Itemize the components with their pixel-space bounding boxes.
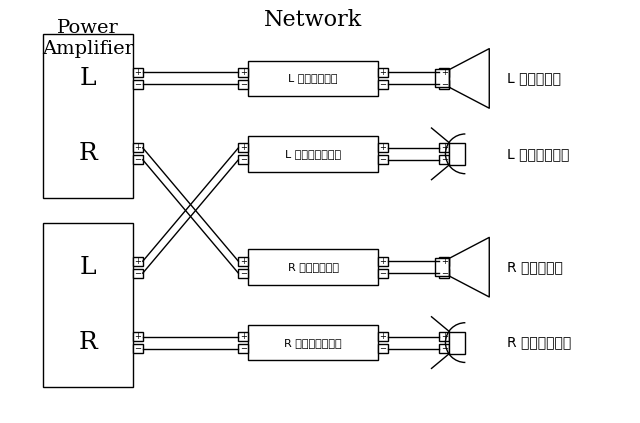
Text: R ウーファー: R ウーファー [507, 260, 563, 274]
Bar [378, 257, 388, 266]
Text: −: − [134, 80, 141, 89]
Bar [133, 80, 143, 89]
Text: −: − [240, 155, 247, 164]
Text: −: − [441, 344, 448, 353]
Bar [133, 269, 143, 277]
Text: R: R [79, 142, 97, 165]
Text: +: + [240, 68, 247, 77]
Bar [44, 223, 133, 387]
Text: +: + [441, 257, 448, 266]
Bar [133, 155, 143, 164]
Text: −: − [441, 269, 448, 277]
Text: R トゥイーター用: R トゥイーター用 [284, 338, 342, 348]
Bar [435, 69, 449, 88]
Bar [440, 332, 449, 341]
Text: R ウーファー用: R ウーファー用 [287, 262, 339, 272]
Text: L ウーファー用: L ウーファー用 [288, 74, 338, 83]
Text: −: − [134, 269, 141, 277]
Bar [440, 344, 449, 353]
Bar [378, 269, 388, 277]
Text: +: + [240, 332, 247, 341]
Text: L: L [80, 67, 97, 90]
Text: L: L [80, 255, 97, 279]
Text: −: − [441, 80, 448, 89]
Text: L ウーファー: L ウーファー [507, 71, 561, 85]
Bar [378, 332, 388, 341]
Text: +: + [441, 332, 448, 341]
Text: −: − [240, 269, 247, 277]
Bar [440, 269, 449, 277]
Text: Network: Network [264, 9, 362, 31]
Bar [440, 155, 449, 164]
Bar [238, 143, 248, 152]
Text: +: + [380, 257, 386, 266]
Text: L トゥイーター用: L トゥイーター用 [285, 149, 341, 159]
Text: −: − [240, 344, 247, 353]
Bar [449, 143, 465, 165]
Text: −: − [380, 344, 386, 353]
Text: +: + [380, 143, 386, 152]
Bar [378, 68, 388, 77]
Text: −: − [134, 344, 141, 353]
Bar [238, 257, 248, 266]
Bar [378, 155, 388, 164]
Bar [449, 332, 465, 354]
Bar [133, 344, 143, 353]
Text: Power
Amplifier: Power Amplifier [42, 19, 134, 58]
Text: −: − [134, 155, 141, 164]
Bar [248, 60, 378, 96]
Text: +: + [240, 257, 247, 266]
Text: +: + [441, 143, 448, 152]
Text: +: + [380, 332, 386, 341]
Bar [238, 155, 248, 164]
Bar [248, 136, 378, 172]
Text: −: − [380, 155, 386, 164]
Bar [238, 344, 248, 353]
Bar [378, 143, 388, 152]
Bar [248, 249, 378, 285]
Bar [238, 269, 248, 277]
Text: +: + [380, 68, 386, 77]
Bar [238, 332, 248, 341]
Bar [44, 34, 133, 198]
Bar [440, 143, 449, 152]
Text: +: + [134, 332, 141, 341]
Bar [435, 258, 449, 276]
Text: +: + [134, 143, 141, 152]
Bar [248, 325, 378, 360]
Bar [133, 332, 143, 341]
Text: R トゥイーター: R トゥイーター [507, 335, 572, 349]
Text: L トゥイーター: L トゥイーター [507, 147, 570, 161]
Text: −: − [380, 80, 386, 89]
Bar [440, 68, 449, 77]
Text: +: + [240, 143, 247, 152]
Bar [378, 344, 388, 353]
Bar [133, 257, 143, 266]
Bar [238, 68, 248, 77]
Bar [440, 80, 449, 89]
Text: +: + [134, 257, 141, 266]
Bar [133, 143, 143, 152]
Text: R: R [79, 331, 97, 354]
Text: −: − [240, 80, 247, 89]
Text: +: + [134, 68, 141, 77]
Text: +: + [441, 68, 448, 77]
Bar [440, 257, 449, 266]
Bar [378, 80, 388, 89]
Text: −: − [380, 269, 386, 277]
Bar [238, 80, 248, 89]
Text: −: − [441, 155, 448, 164]
Bar [133, 68, 143, 77]
